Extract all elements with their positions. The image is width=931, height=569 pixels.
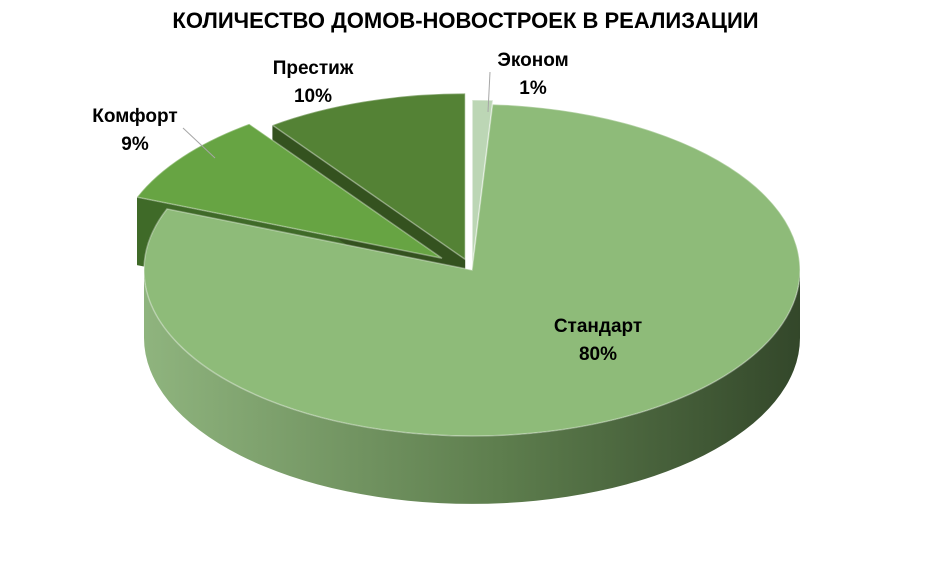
slice-4-top [270,92,466,261]
slice-3-percent-label: 9% [121,134,149,155]
chart-title: КОЛИЧЕСТВО ДОМОВ-НОВОСТРОЕК В РЕАЛИЗАЦИИ [172,8,759,33]
slice-2-name-label: Стандарт [554,316,642,337]
slice-2-percent-label: 80% [579,344,617,365]
slice-3-top [135,123,443,259]
slice-2-top [143,103,801,437]
slice-2-side [144,270,800,504]
slice-1-leader-line [487,71,491,113]
slice-3-leader-line [182,127,216,159]
slice-1-top [471,99,494,267]
slice-3-name-label: Комфорт [92,106,177,127]
slice-4-percent-label: 10% [294,86,332,107]
slice-4-name-label: Престиж [273,58,354,79]
slice-1-percent-label: 1% [519,78,547,99]
slice-1-name-label: Эконом [497,50,568,71]
